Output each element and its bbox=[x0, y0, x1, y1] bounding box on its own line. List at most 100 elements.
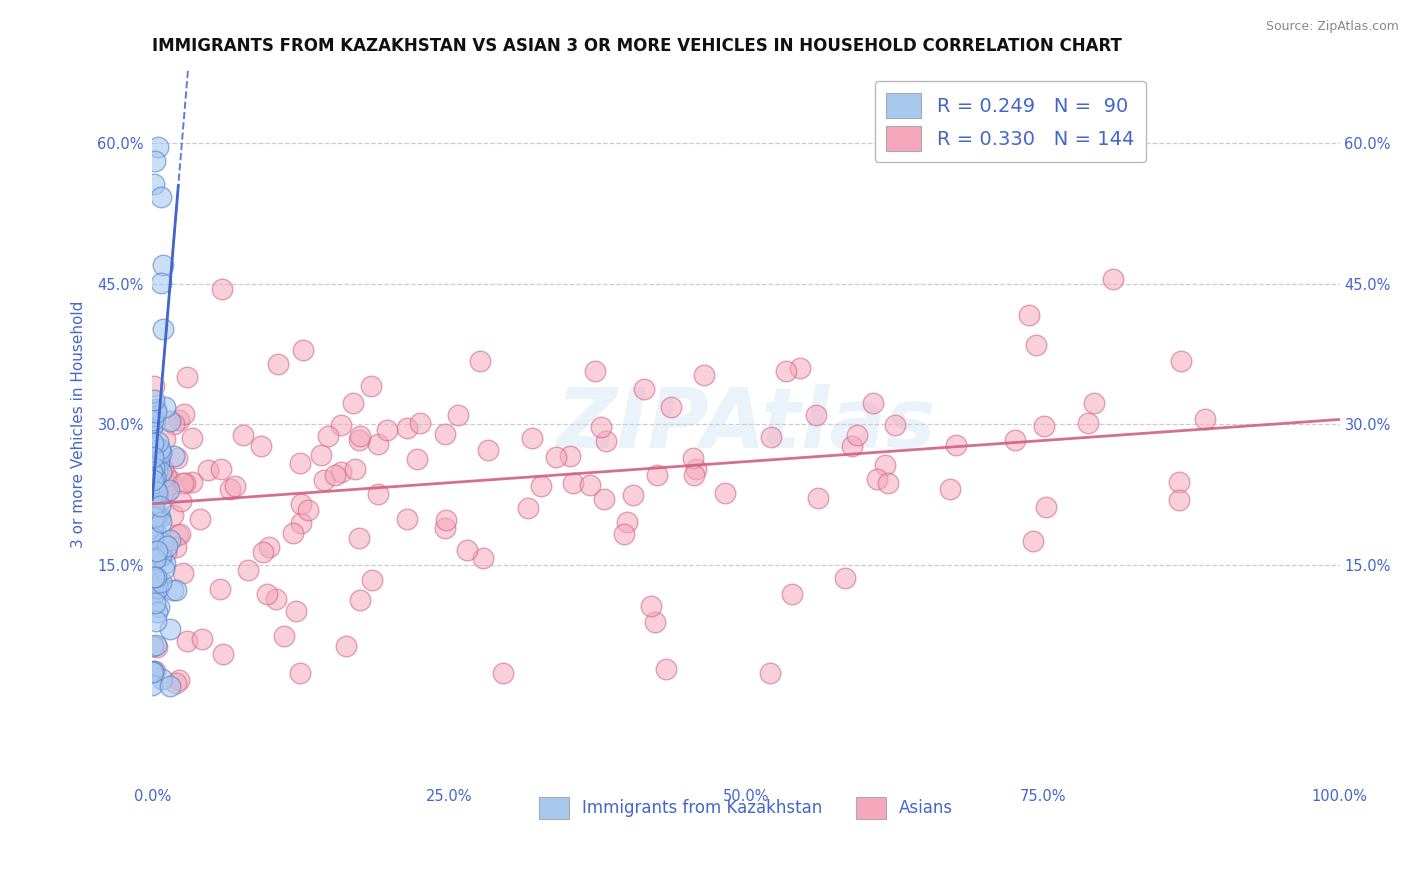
Point bbox=[884, 418, 907, 433]
Point bbox=[344, 461, 367, 475]
Point bbox=[143, 467, 166, 482]
Point bbox=[197, 463, 219, 477]
Point bbox=[163, 449, 186, 463]
Point bbox=[292, 343, 315, 357]
Point bbox=[758, 665, 780, 680]
Point bbox=[148, 490, 170, 504]
Point bbox=[1035, 500, 1057, 515]
Point bbox=[145, 416, 167, 430]
Point bbox=[148, 599, 170, 614]
Point bbox=[142, 524, 165, 538]
Point bbox=[644, 615, 666, 630]
Point bbox=[145, 615, 167, 629]
Point bbox=[152, 536, 174, 550]
Point bbox=[142, 479, 165, 493]
Point bbox=[143, 552, 166, 566]
Point bbox=[264, 591, 287, 606]
Point bbox=[148, 452, 170, 467]
Point bbox=[562, 476, 585, 491]
Point bbox=[267, 357, 290, 371]
Point bbox=[172, 566, 194, 580]
Point bbox=[349, 429, 371, 443]
Point bbox=[841, 439, 863, 453]
Point bbox=[876, 475, 898, 490]
Point bbox=[685, 462, 707, 476]
Point bbox=[142, 553, 165, 567]
Point bbox=[249, 439, 271, 453]
Point bbox=[683, 467, 706, 482]
Point bbox=[434, 426, 457, 441]
Point bbox=[616, 515, 638, 529]
Point bbox=[145, 544, 167, 558]
Point bbox=[149, 509, 172, 524]
Point bbox=[284, 604, 307, 618]
Point bbox=[236, 563, 259, 577]
Point bbox=[149, 549, 172, 564]
Point bbox=[142, 531, 165, 545]
Point bbox=[146, 484, 169, 499]
Point bbox=[470, 353, 492, 368]
Point bbox=[153, 556, 176, 570]
Point bbox=[1018, 308, 1040, 322]
Point bbox=[159, 623, 181, 637]
Point bbox=[209, 462, 232, 476]
Point bbox=[180, 431, 202, 445]
Point bbox=[159, 473, 181, 487]
Point bbox=[866, 472, 889, 486]
Point bbox=[208, 582, 231, 597]
Point bbox=[142, 665, 165, 679]
Point bbox=[1022, 533, 1045, 548]
Point bbox=[146, 508, 169, 523]
Point bbox=[492, 665, 515, 680]
Point bbox=[682, 450, 704, 465]
Point bbox=[142, 393, 165, 408]
Point bbox=[520, 431, 543, 445]
Point bbox=[150, 574, 173, 589]
Point bbox=[318, 429, 340, 443]
Point bbox=[472, 550, 495, 565]
Point bbox=[146, 605, 169, 619]
Point bbox=[180, 475, 202, 489]
Point bbox=[290, 497, 312, 511]
Point bbox=[149, 446, 172, 460]
Text: ZIPAtlas: ZIPAtlas bbox=[557, 384, 935, 465]
Point bbox=[142, 439, 165, 453]
Point bbox=[156, 485, 179, 500]
Point bbox=[546, 450, 568, 464]
Point bbox=[290, 516, 312, 530]
Point bbox=[146, 139, 169, 153]
Point bbox=[309, 448, 332, 462]
Point bbox=[593, 491, 616, 506]
Point bbox=[232, 428, 254, 442]
Point bbox=[141, 678, 163, 692]
Point bbox=[530, 479, 553, 493]
Point bbox=[1167, 475, 1189, 489]
Point bbox=[288, 665, 311, 680]
Text: Source: ZipAtlas.com: Source: ZipAtlas.com bbox=[1265, 20, 1399, 33]
Point bbox=[579, 478, 602, 492]
Point bbox=[367, 437, 389, 451]
Point bbox=[1083, 395, 1105, 409]
Point bbox=[152, 322, 174, 336]
Point bbox=[176, 634, 198, 648]
Y-axis label: 3 or more Vehicles in Household: 3 or more Vehicles in Household bbox=[72, 301, 86, 548]
Point bbox=[148, 581, 170, 595]
Point bbox=[166, 450, 188, 465]
Point bbox=[456, 543, 478, 558]
Point bbox=[349, 531, 371, 545]
Point bbox=[257, 541, 280, 555]
Legend: Immigrants from Kazakhstan, Asians: Immigrants from Kazakhstan, Asians bbox=[531, 790, 960, 825]
Point bbox=[143, 470, 166, 484]
Point bbox=[143, 461, 166, 475]
Point bbox=[142, 413, 165, 427]
Point bbox=[875, 458, 897, 472]
Point bbox=[142, 473, 165, 487]
Point bbox=[145, 402, 167, 417]
Point bbox=[447, 408, 470, 422]
Point bbox=[633, 382, 655, 396]
Point bbox=[141, 526, 163, 541]
Point bbox=[142, 500, 165, 514]
Point bbox=[150, 672, 173, 686]
Point bbox=[329, 417, 352, 432]
Point bbox=[167, 528, 190, 542]
